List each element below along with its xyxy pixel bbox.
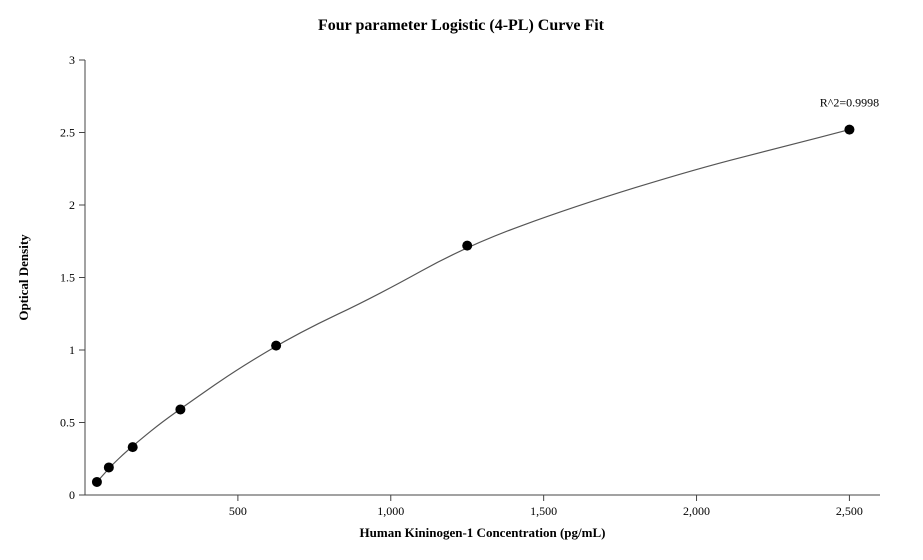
data-point [462,241,472,251]
chart-svg: Four parameter Logistic (4-PL) Curve Fit… [0,0,923,560]
r-squared-annotation: R^2=0.9998 [820,95,879,109]
x-tick-label: 2,000 [683,504,710,518]
y-tick-label: 2.5 [60,126,75,140]
x-tick-label: 2,500 [836,504,863,518]
data-point [92,477,102,487]
data-point [844,125,854,135]
chart-title: Four parameter Logistic (4-PL) Curve Fit [318,17,605,34]
y-tick-label: 1.5 [60,271,75,285]
x-tick-label: 500 [229,504,247,518]
y-tick-label: 2 [69,198,75,212]
x-tick-label: 1,500 [530,504,557,518]
data-point [104,462,114,472]
data-point [271,341,281,351]
data-point [175,404,185,414]
y-tick-label: 0.5 [60,416,75,430]
x-axis-label: Human Kininogen-1 Concentration (pg/mL) [360,525,606,540]
data-point [128,442,138,452]
y-tick-label: 3 [69,53,75,67]
y-axis-label: Optical Density [16,234,31,321]
y-tick-label: 1 [69,343,75,357]
y-tick-label: 0 [69,488,75,502]
x-tick-label: 1,000 [377,504,404,518]
fit-curve [97,130,849,482]
chart-container: Four parameter Logistic (4-PL) Curve Fit… [0,0,923,560]
